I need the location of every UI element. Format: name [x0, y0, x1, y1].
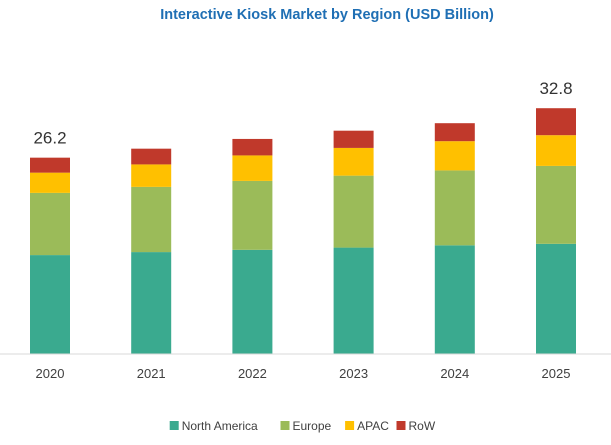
bar-2025-apac	[536, 135, 576, 166]
bar-2020-north-america	[30, 255, 70, 354]
bar-2021-row	[131, 148, 172, 165]
bar-2021-europe	[131, 186, 172, 253]
x-tick-label: 2022	[238, 366, 267, 381]
bar-2024-europe	[434, 170, 475, 246]
bar-2023-apac	[333, 147, 374, 176]
bar-2024-north-america	[434, 245, 475, 354]
bar-2024-row	[434, 123, 475, 142]
legend-label-europe: Europe	[293, 419, 332, 433]
bar-2022-europe	[232, 180, 273, 250]
bar-2025-north-america	[536, 243, 576, 354]
bar-2023-north-america	[333, 247, 374, 354]
legend-swatch-europe	[280, 421, 290, 430]
legend: North America Europe APAC RoW	[169, 419, 436, 433]
x-tick-label: 2021	[137, 366, 166, 381]
bar-2020-apac	[30, 172, 70, 193]
bar-2023-europe	[333, 175, 374, 248]
legend-label-apac: APAC	[357, 419, 389, 433]
bar-2021-apac	[131, 164, 172, 187]
chart-title: Interactive Kiosk Market by Region (USD …	[160, 7, 494, 23]
bar-2022-row	[232, 138, 273, 156]
x-tick-label: 2020	[36, 366, 65, 381]
legend-label-row: RoW	[409, 419, 436, 433]
legend-swatch-row	[396, 421, 406, 430]
x-tick-label: 2024	[440, 366, 469, 381]
bar-2022-apac	[232, 155, 273, 181]
data-label-2020: 26.2	[33, 129, 66, 148]
x-tick-labels: 2020 2021 2022 2023 2024 2025	[36, 366, 571, 381]
x-tick-label: 2023	[339, 366, 368, 381]
bar-2023-row	[333, 130, 374, 148]
bar-2025-row	[536, 108, 576, 136]
x-tick-label: 2025	[542, 366, 571, 381]
bar-2021-north-america	[131, 252, 172, 354]
legend-label-north-america: North America	[182, 419, 258, 433]
data-labels: 26.2 32.8	[33, 79, 572, 147]
bars-group	[30, 108, 576, 354]
legend-swatch-apac	[345, 421, 355, 430]
bar-2024-apac	[434, 141, 475, 171]
legend-swatch-north-america	[169, 421, 179, 430]
bar-2020-europe	[30, 192, 70, 256]
data-label-2025: 32.8	[539, 79, 572, 98]
bar-2025-europe	[536, 165, 576, 244]
bar-2020-row	[30, 157, 70, 173]
bar-2022-north-america	[232, 249, 273, 354]
